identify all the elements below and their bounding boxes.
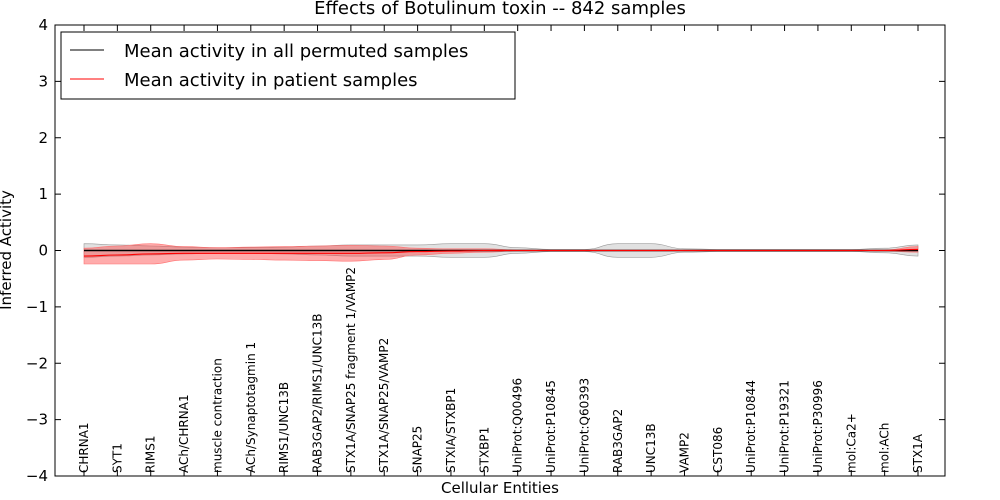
x-tick-label: UniProt:P19321 [778, 380, 792, 473]
x-tick-label: STXBP1 [477, 427, 491, 473]
x-tick-label: STX1A [911, 433, 925, 473]
x-axis-label: Cellular Entities [441, 479, 559, 497]
chart-title: Effects of Botulinum toxin -- 842 sample… [314, 0, 686, 19]
x-tick-label: RIMS1/UNC13B [277, 382, 291, 473]
x-tick-label: UniProt:Q00496 [511, 378, 525, 473]
patient-mean-line [83, 248, 919, 257]
patient-band [83, 243, 919, 265]
x-tick-label: STXIA/STXBP1 [444, 388, 458, 473]
x-tick-label: SYT1 [110, 443, 124, 473]
y-tick-label: 0 [38, 242, 48, 260]
x-tick-label: STX1A/SNAP25 fragment 1/VAMP2 [344, 267, 358, 473]
legend-label-patient: Mean activity in patient samples [124, 70, 418, 91]
legend-box [60, 31, 516, 100]
x-tick-label: RAB3GAP2/RIMS1/UNC13B [311, 313, 325, 473]
x-axis-ticks: CHRNA1 SYT1 RIMS1 ACh/CHRNA1 muscle contract… [77, 25, 925, 476]
y-tick-label: 1 [38, 185, 48, 203]
x-tick-label: UniProt:P10844 [744, 380, 758, 473]
x-tick-label: UniProt:P30996 [811, 380, 825, 473]
x-tick-label: CST086 [711, 427, 725, 473]
y-axis-ticks: 4 3 2 1 0 −1 −2 −3 −4 [26, 16, 945, 485]
x-tick-label: UniProt:Q60393 [577, 378, 591, 473]
x-tick-label: mol:Ca2+ [844, 413, 858, 473]
x-tick-label: muscle contraction [210, 358, 224, 473]
y-tick-label: −3 [26, 411, 48, 429]
y-tick-label: 3 [38, 72, 48, 90]
x-tick-label: STX1A/SNAP25/VAMP2 [377, 338, 391, 473]
y-tick-label: 4 [38, 16, 48, 34]
y-tick-label: −2 [26, 354, 48, 372]
x-tick-label: ACh/CHRNA1 [177, 394, 191, 473]
y-tick-label: −1 [26, 298, 48, 316]
y-axis-label: Inferred Activity [0, 190, 15, 310]
x-tick-label: VAMP2 [677, 432, 691, 473]
x-tick-label: CHRNA1 [77, 422, 91, 473]
legend: Mean activity in all permuted samples Me… [60, 31, 516, 100]
y-tick-label: −4 [26, 467, 48, 485]
x-tick-label: SNAP25 [411, 426, 425, 473]
series-lines [83, 248, 919, 257]
x-tick-label: mol:ACh [878, 423, 892, 473]
y-tick-label: 2 [38, 129, 48, 147]
x-tick-label: ACh/Synaptotagmin 1 [244, 342, 258, 473]
plot-area-frame [54, 24, 946, 477]
legend-label-permuted: Mean activity in all permuted samples [124, 41, 468, 62]
x-tick-label: RAB3GAP2 [611, 409, 625, 473]
x-tick-label: UniProt:P10845 [544, 380, 558, 473]
x-tick-label: UNC13B [644, 423, 658, 473]
x-tick-label: RIMS1 [144, 436, 158, 473]
